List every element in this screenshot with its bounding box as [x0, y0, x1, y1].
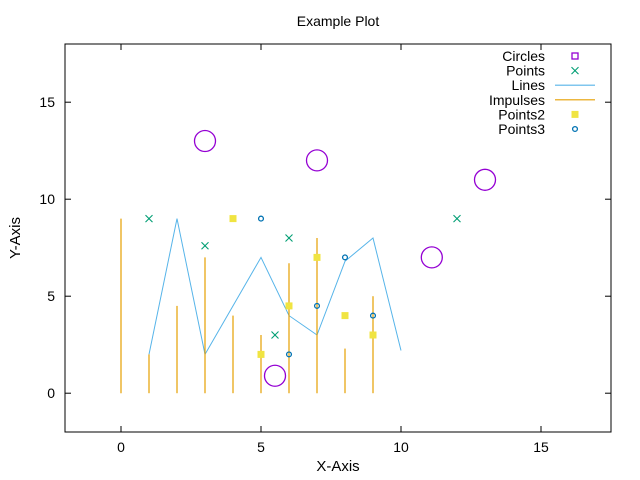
circles-point: [473, 168, 497, 191]
points2-point: [341, 312, 349, 320]
y-tick-label: 10: [39, 191, 55, 207]
points2-point: [229, 215, 237, 223]
circles-point: [305, 149, 329, 172]
points-point-stroke: [271, 331, 279, 339]
y-tick-label: 15: [39, 94, 55, 110]
x-tick-label: 15: [533, 439, 549, 455]
y-tick-label: 5: [47, 288, 55, 304]
points-point: [453, 214, 461, 223]
legend-swatch-points: [571, 66, 579, 75]
chart-title: Example Plot: [297, 13, 380, 29]
legend-label-impulses: Impulses: [489, 92, 545, 108]
points3-point: [257, 215, 265, 222]
lines-series-line: [148, 218, 402, 356]
legend-label-points: Points: [506, 63, 545, 79]
points-point-stroke: [201, 241, 209, 250]
x-axis-label: X-Axis: [316, 458, 359, 475]
legend-label-points3: Points3: [498, 121, 545, 137]
points-point: [145, 214, 153, 223]
legend-label-points2: Points2: [498, 106, 545, 122]
points-point: [285, 234, 293, 242]
points-point: [201, 241, 209, 250]
points2-point: [369, 331, 377, 339]
plot-frame: [64, 43, 612, 433]
chart-marks: [120, 129, 497, 394]
points-point-stroke: [145, 214, 153, 223]
points3-point: [369, 312, 377, 319]
points-point-stroke: [453, 214, 461, 223]
points3-point: [285, 351, 293, 358]
x-tick-label: 5: [257, 439, 265, 455]
legend-swatch-circles: [571, 52, 579, 60]
legend-swatch-points-stroke: [571, 66, 579, 75]
legend-swatch-points3: [571, 125, 579, 133]
axis-ticks: 0 5 10 15 0 5 10 15: [39, 44, 611, 455]
points3-point: [313, 302, 321, 309]
legend-label-lines: Lines: [512, 77, 545, 93]
y-tick-label: 0: [47, 385, 55, 401]
points-point: [271, 331, 279, 339]
points-point-stroke: [285, 234, 293, 242]
x-tick-label: 10: [393, 439, 409, 455]
points2-point: [313, 253, 321, 261]
circles-point: [193, 129, 217, 153]
x-tick-label: 0: [117, 439, 125, 455]
points3-point: [341, 254, 349, 261]
legend-swatch-points2: [571, 110, 579, 118]
legend-label-circles: Circles: [502, 48, 545, 64]
circles-point: [420, 246, 443, 269]
y-axis-label: Y-Axis: [7, 217, 24, 259]
circles-point: [263, 364, 287, 387]
points2-point: [257, 350, 265, 358]
points2-point: [285, 302, 293, 310]
